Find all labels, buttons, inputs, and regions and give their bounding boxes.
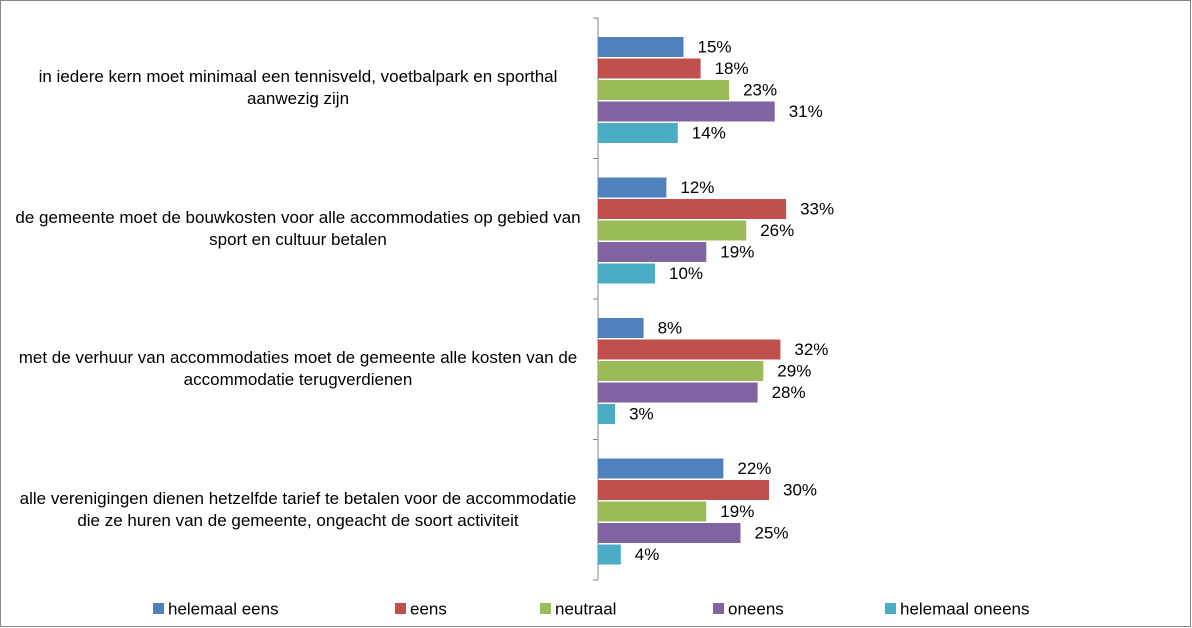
value-label: 15%: [698, 37, 732, 56]
bar: [598, 199, 787, 219]
bar: [598, 382, 758, 403]
bar: [598, 458, 724, 479]
bar: [598, 404, 616, 424]
bar: [598, 480, 769, 500]
value-label: 14%: [692, 123, 726, 142]
value-label: 4%: [635, 545, 660, 564]
value-label: 25%: [755, 523, 789, 542]
bar: [598, 501, 707, 522]
bar: [598, 242, 707, 262]
legend-label: neutraal: [555, 599, 616, 618]
value-label: 33%: [800, 199, 834, 218]
bar: [598, 318, 644, 338]
bar: [598, 361, 764, 381]
value-label: 8%: [658, 318, 683, 337]
value-label: 30%: [783, 480, 817, 499]
value-label: 22%: [737, 459, 771, 478]
legend-swatch: [395, 603, 406, 614]
legend-label: helemaal oneens: [900, 599, 1029, 618]
bar: [598, 263, 655, 284]
value-label: 12%: [680, 178, 714, 197]
category-label: in iedere kern moet minimaal een tennisv…: [38, 67, 558, 109]
legend-label: eens: [410, 599, 447, 618]
legend-swatch: [885, 603, 896, 614]
value-label: 26%: [760, 221, 794, 240]
bar: [598, 220, 747, 241]
value-label: 18%: [715, 59, 749, 78]
legend-swatch: [540, 603, 551, 614]
bar: [598, 58, 701, 79]
bar: [598, 544, 621, 565]
bar: [598, 177, 667, 198]
category-label: met de verhuur van accommodaties moet de…: [18, 348, 578, 390]
value-label: 10%: [669, 264, 703, 283]
value-label: 31%: [789, 102, 823, 121]
legend-swatch: [713, 603, 724, 614]
category-label: alle verenigingen dienen hetzelfde tarie…: [19, 488, 577, 530]
bar: [598, 101, 775, 122]
value-label: 3%: [629, 404, 654, 423]
value-label: 28%: [772, 383, 806, 402]
bar: [598, 523, 741, 543]
bar: [598, 123, 678, 143]
bar: [598, 37, 684, 57]
value-label: 29%: [777, 361, 811, 380]
legend-swatch: [153, 603, 164, 614]
bar: [598, 339, 781, 360]
value-label: 19%: [720, 242, 754, 261]
legend-label: helemaal eens: [168, 599, 279, 618]
value-label: 23%: [743, 80, 777, 99]
value-label: 32%: [794, 340, 828, 359]
legend-label: oneens: [728, 599, 784, 618]
category-label: de gemeente moet de bouwkosten voor alle…: [15, 207, 581, 249]
value-label: 19%: [720, 502, 754, 521]
bar: [598, 80, 730, 100]
